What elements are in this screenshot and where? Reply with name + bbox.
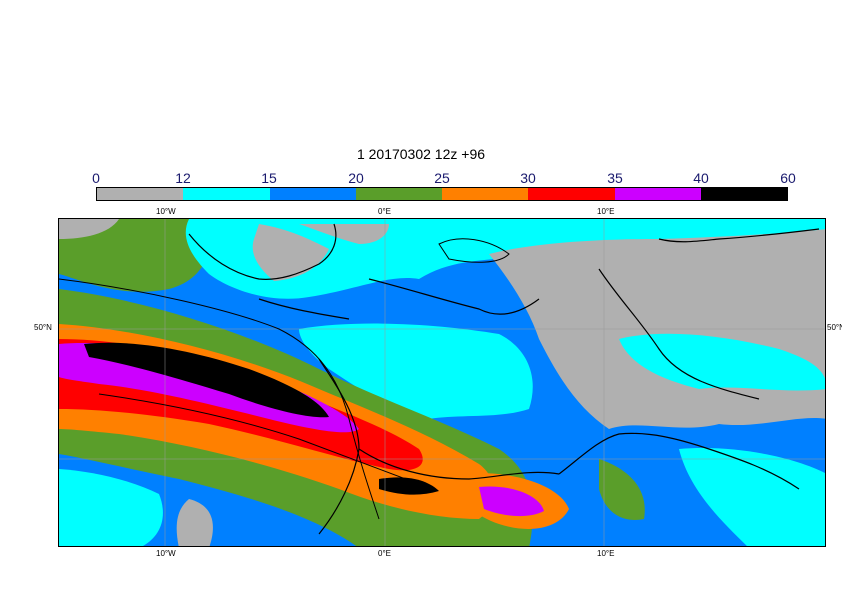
- france-cyan-region: [299, 323, 533, 419]
- map-canvas: [59, 219, 825, 546]
- gulf-lion-black: [379, 477, 439, 495]
- colorbar-label-20: 20: [348, 170, 364, 186]
- nw-green-region: [59, 219, 209, 292]
- graticule: [59, 219, 825, 546]
- colorbar-seg-2: [269, 188, 356, 200]
- lon-top-10e: 10°E: [597, 207, 615, 216]
- jet-black-core: [84, 342, 329, 418]
- colorbar-label-35: 35: [607, 170, 623, 186]
- scotland-gray-land: [299, 224, 389, 244]
- colorbar-seg-6: [614, 188, 701, 200]
- chart-title: 1 20170302 12z +96: [356, 146, 486, 162]
- colorbar: [96, 187, 788, 201]
- italy-cyan-region: [679, 448, 825, 546]
- alps-cyan-region: [619, 333, 825, 391]
- coastlines: [188, 223, 820, 535]
- colorbar-label-0: 0: [92, 170, 100, 186]
- wind-contours: [59, 238, 510, 520]
- colorbar-label-25: 25: [434, 170, 450, 186]
- colorbar-label-30: 30: [520, 170, 536, 186]
- sw-cyan-region: [59, 469, 163, 546]
- corsica-green: [599, 459, 645, 520]
- lon-bottom-0e: 0°E: [378, 549, 391, 558]
- lon-bottom-10w: 10°W: [156, 549, 176, 558]
- colorbar-label-40: 40: [693, 170, 709, 186]
- colorbar-label-15: 15: [261, 170, 277, 186]
- colorbar-seg-7: [700, 188, 787, 200]
- lat-left-50n: 50°N: [34, 323, 52, 332]
- colorbar-seg-3: [355, 188, 442, 200]
- lon-bottom-10e: 10°E: [597, 549, 615, 558]
- colorbar-label-12: 12: [175, 170, 191, 186]
- colorbar-seg-4: [442, 188, 529, 200]
- colorbar-seg-0: [97, 188, 184, 200]
- colorbar-seg-1: [183, 188, 270, 200]
- colorbar-seg-5: [528, 188, 615, 200]
- lon-top-0e: 0°E: [378, 207, 391, 216]
- wind-gust-map: [58, 218, 826, 547]
- iberia-gray-land: [176, 499, 213, 546]
- gulf-lion-magenta: [479, 486, 544, 517]
- britain-gray-land: [252, 224, 329, 281]
- nw-gray-region: [59, 219, 119, 239]
- colorbar-label-60: 60: [780, 170, 796, 186]
- lon-top-10w: 10°W: [156, 207, 176, 216]
- lat-right-50n: 50°N: [827, 323, 842, 332]
